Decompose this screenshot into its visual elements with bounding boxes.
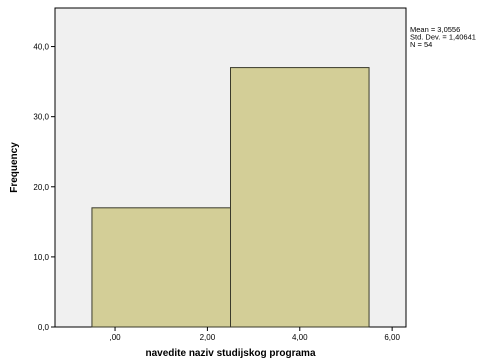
x-axis-title: navedite naziv studijskog programa xyxy=(145,348,315,359)
y-tick-label: 20,0 xyxy=(33,183,49,192)
x-tick-label: 6,00 xyxy=(384,333,400,342)
x-axis-ticks: ,00 2,00 4,00 6,00 xyxy=(109,327,400,342)
x-tick-label: 4,00 xyxy=(292,333,308,342)
y-tick-label: 40,0 xyxy=(33,43,49,52)
histogram-bar-1 xyxy=(230,67,370,328)
x-tick-label: ,00 xyxy=(109,333,121,342)
stats-mean: Mean = 3,0556 xyxy=(410,25,460,34)
bars-group xyxy=(91,67,370,328)
y-tick-label: 30,0 xyxy=(33,113,49,122)
histogram-bar-0 xyxy=(91,207,231,328)
y-axis-ticks: 0,0 10,0 20,0 30,0 40,0 xyxy=(33,43,55,332)
y-tick-label: 10,0 xyxy=(33,253,49,262)
stats-std-dev: Std. Dev. = 1,40641 xyxy=(410,33,476,42)
stats-n: N = 54 xyxy=(410,40,432,49)
x-tick-label: 2,00 xyxy=(200,333,216,342)
y-axis-title: Frequency xyxy=(9,142,20,193)
y-tick-label: 0,0 xyxy=(38,323,50,332)
